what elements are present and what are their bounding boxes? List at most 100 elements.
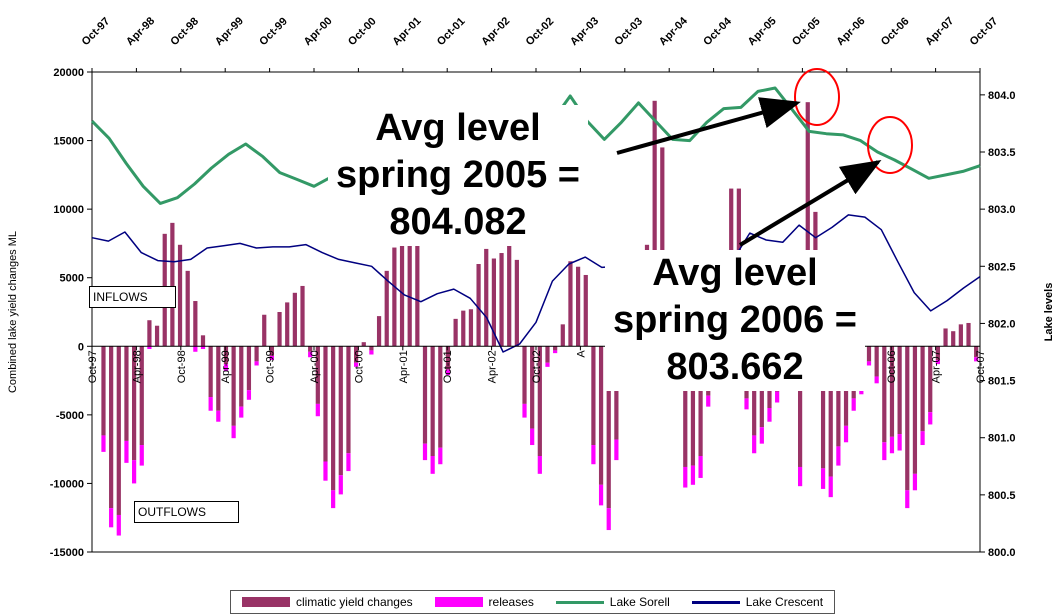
release-bar [353,362,359,367]
climatic-bar [185,270,190,347]
release-bar [874,376,879,384]
y-right-tick-label: 800.0 [988,547,1016,559]
climatic-bar [614,346,619,440]
release-bar [308,351,313,358]
y-left-tick-label: 0 [78,341,84,353]
x-top-tick-label: Apr-05 [746,15,779,48]
climatic-bar [530,346,535,429]
climatic-bar [928,346,933,413]
climatic-bar [399,235,405,347]
legend-label-climatic: climatic yield changes [295,595,413,609]
climatic-bar [430,346,435,456]
climatic-bar [292,292,297,347]
climatic-bar [109,346,114,509]
climatic-bar [216,346,221,411]
y-right-tick-label: 800.5 [988,490,1016,502]
legend-item-climatic: climatic yield changes [241,595,413,609]
climatic-bar [422,346,428,444]
annotation-2006-line3: 803.662 [666,346,804,388]
climatic-bar [193,301,198,347]
legend: climatic yield changes releases Lake Sor… [230,590,835,614]
climatic-bar [438,346,443,448]
climatic-bar [820,346,826,469]
release-bar [836,446,841,466]
x-mid-tick-label: Oct-06 [886,350,898,383]
release-bar [851,398,856,411]
climatic-bar [124,346,129,441]
climatic-bar [882,346,887,443]
climatic-bar [537,346,542,456]
release-bar [422,443,428,461]
climatic-bar [407,236,412,347]
climatic-bar [139,346,144,446]
release-bar [346,453,351,472]
x-top-tick-label: Oct-06 [879,15,912,48]
x-mid-tick-label: Apr-02 [487,350,499,383]
climatic-bar [553,346,558,351]
climatic-bar [331,346,336,491]
release-bar [928,412,933,425]
climatic-bar [652,100,657,347]
release-bar [445,369,451,376]
climatic-bar [170,222,175,347]
y-right-tick-label: 804.0 [988,90,1016,102]
release-bar [706,395,711,407]
release-bar [124,440,129,463]
y-left-tick-label: -5000 [56,410,84,422]
highlight-layer [794,68,913,174]
climatic-bar [484,248,489,347]
climatic-bar [231,346,236,426]
x-top-tick-label: Apr-06 [834,15,867,48]
x-top-tick-label: Oct-02 [524,15,557,48]
climatic-bar [606,346,611,509]
release-bar [690,465,696,485]
x-mid-tick-label: Apr-07 [931,350,943,383]
x-top-tick-label: Apr-02 [479,15,512,48]
release-bar [905,490,910,509]
climatic-bar [177,244,183,347]
climatic-bar [323,346,328,462]
highlight-circle-2005 [794,68,840,126]
annotation-2005-line1: Avg level [375,107,541,149]
x-top-tick-label: Apr-00 [302,15,335,48]
release-bar [147,346,152,350]
climatic-bar [974,346,979,358]
climatic-bar [889,346,895,437]
release-bar [139,445,144,466]
climatic-bar [262,314,267,347]
climatic-bar [200,335,206,347]
legend-swatch-releases [434,597,483,607]
release-bar [239,406,244,418]
climatic-bar [346,346,351,454]
x-mid-tick-label: Oct-97 [87,350,99,383]
release-bar [820,468,826,489]
x-top-tick-label: Apr-03 [568,15,601,48]
release-bar [553,350,558,354]
legend-swatch-sorell [555,600,604,604]
x-top-tick-label: Oct-98 [168,15,201,48]
x-mid-tick-label: Apr-01 [398,350,410,383]
x-mid-tick-label: Apr-98 [131,350,143,383]
y-right-axis-label: Lake levels [1043,283,1055,342]
legend-label-releases: releases [488,595,534,609]
climatic-bar [269,346,275,356]
release-bar [246,390,252,400]
x-mid-tick-label: A [575,350,587,358]
y-left-tick-label: 5000 [60,273,84,285]
climatic-bar [131,346,137,461]
release-bar [254,361,259,366]
release-bar [920,431,925,446]
annotation-2005-line3: 804.082 [389,201,527,243]
climatic-bar [384,270,389,347]
release-bar [430,456,435,474]
x-top-tick-label: Apr-99 [213,15,246,48]
release-bar [767,408,772,422]
climatic-bar [568,261,573,347]
release-bar [231,425,236,439]
x-mid-tick-label: Oct-99 [265,350,277,383]
climatic-bar [453,318,458,347]
x-top-tick-label: Apr-07 [923,15,956,48]
x-mid-tick-label: Oct-02 [531,350,543,383]
climatic-bar [277,312,282,347]
climatic-bar [866,346,872,362]
